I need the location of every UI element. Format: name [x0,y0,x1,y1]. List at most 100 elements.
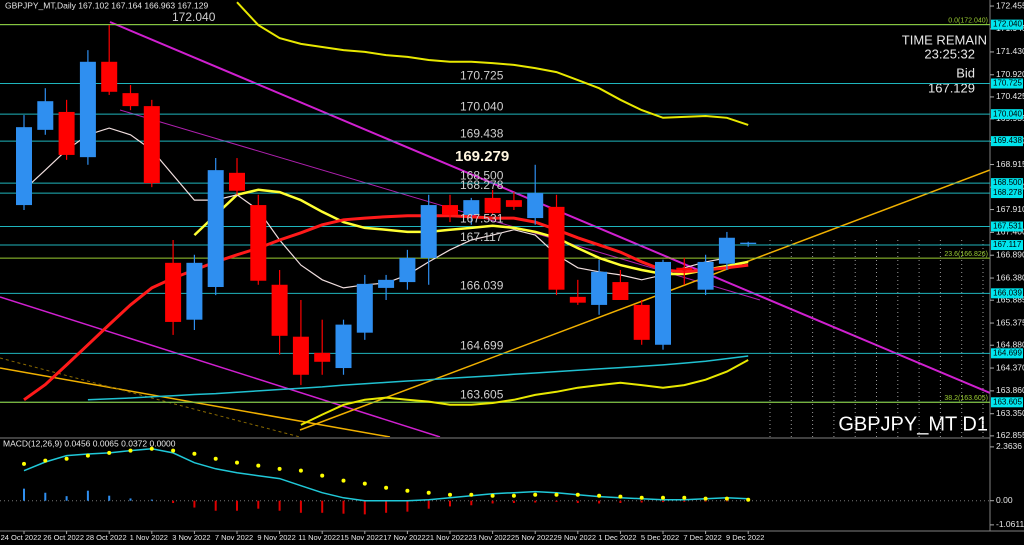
x-tick-label: 29 Nov 2022 [554,533,597,542]
channel-line [119,109,761,301]
signal-dot [746,497,751,502]
y-tick-label: 162.855 [996,430,1024,440]
signal-dot [341,478,346,483]
signal-dot [597,493,602,498]
candle-body [527,192,544,219]
signal-dot [639,495,644,500]
trend-line [0,296,441,437]
level-axis-label: 164.699 [993,348,1022,357]
level-axis-label: 168.278 [993,188,1022,197]
macd-title: MACD(12,26,9) 0.0456 0.0065 0.0372 0.000… [3,438,176,448]
level-label: 170.725 [460,69,504,83]
level-label: 168.500 [460,168,504,182]
candle-body [356,283,373,333]
level-marker [991,178,1023,189]
candle-body [505,200,522,207]
signal-dot [618,494,623,499]
trend-line [0,357,301,437]
level-axis-label: 169.438 [993,136,1022,145]
signal-dot [554,492,559,497]
x-tick-label: 7 Nov 2022 [215,533,253,542]
candle-body [58,111,75,155]
x-tick-label: 28 Oct 2022 [86,533,127,542]
candle-body [292,336,309,375]
y-tick-label: 163.860 [996,385,1024,395]
signal-dot [362,481,367,486]
signal-dot [171,448,176,453]
candle-body [676,267,693,270]
level-axis-label: 167.117 [993,240,1022,249]
x-tick-label: 17 Nov 2022 [383,533,426,542]
signal-dot [469,492,474,497]
chart-title: GBPJPY_MT,Daily 167.102 167.164 166.963 … [5,0,208,10]
x-tick-label: 11 Nov 2022 [298,533,340,542]
level-axis-label: 170.040 [993,109,1022,118]
x-tick-label: 1 Nov 2022 [130,533,168,542]
x-tick-label: 7 Dec 2022 [683,533,721,542]
candle-body [229,172,245,191]
x-tick-label: 21 Nov 2022 [426,533,469,542]
level-marker [991,348,1023,359]
level-label: 168.278 [460,178,504,192]
y-tick-label: 2.3636 [996,441,1022,451]
candle-body [442,205,458,215]
x-tick-label: 5 Dec 2022 [641,533,679,542]
candle-body [16,127,32,206]
signal-dot [724,496,729,501]
candle-body [314,352,331,362]
macd-line [23,448,749,502]
y-tick-label: 170.425 [996,91,1024,101]
y-tick-label: 0.00 [996,495,1013,505]
level-axis-label: 170.725 [993,79,1022,88]
main-pane [0,1,990,437]
indicator-line [236,1,749,126]
level-axis-label: 168.500 [993,178,1022,187]
level-axis-label: 167.531 [993,222,1022,231]
candle-body [143,106,160,184]
y-tick-label: 165.885 [996,294,1024,304]
candle-body [484,197,501,214]
indicator-line [300,359,749,426]
candle-body [740,242,757,245]
signal-dot [448,492,452,497]
candle-body [463,200,480,215]
level-marker [991,221,1023,232]
candle-body [378,279,395,288]
x-tick-label: 3 Nov 2022 [172,533,210,542]
candle-body [718,237,735,264]
candle-body [271,284,288,336]
fib-label: 38.2(163.605) [944,395,988,402]
y-tick-label: 166.380 [996,272,1024,282]
level-axis-label: 163.605 [993,397,1022,406]
level-marker [991,240,1023,251]
signal-dot [320,473,325,478]
signal-dot [149,446,154,451]
signal-dot [256,463,261,468]
level-label: 172.040 [172,10,216,24]
level-marker [991,397,1023,408]
candle-body [633,304,650,340]
level-marker [991,136,1023,147]
candle-body [122,93,139,107]
macd-pane [0,446,990,515]
highlight-price: 169.279 [455,148,509,165]
level-axis-label: 166.039 [993,288,1022,297]
y-tick-label: 170.920 [996,69,1024,79]
level-label: 167.117 [460,230,503,244]
signal-dot [703,496,708,501]
y-tick-label: 168.915 [996,159,1024,169]
x-tick-label: 26 Oct 2022 [43,533,84,542]
y-tick-label: -1.0611 [996,519,1024,529]
y-tick-label: 164.370 [996,362,1024,372]
candle-body [399,257,416,283]
y-tick-label: 166.890 [996,249,1024,259]
candle-body [655,261,671,345]
x-tick-label: 1 Dec 2022 [598,533,636,542]
level-marker [991,19,1023,30]
candle-body [697,261,714,290]
bid-label: Bid [956,65,975,80]
signal-dot [277,466,282,471]
signal-dot [682,495,687,500]
